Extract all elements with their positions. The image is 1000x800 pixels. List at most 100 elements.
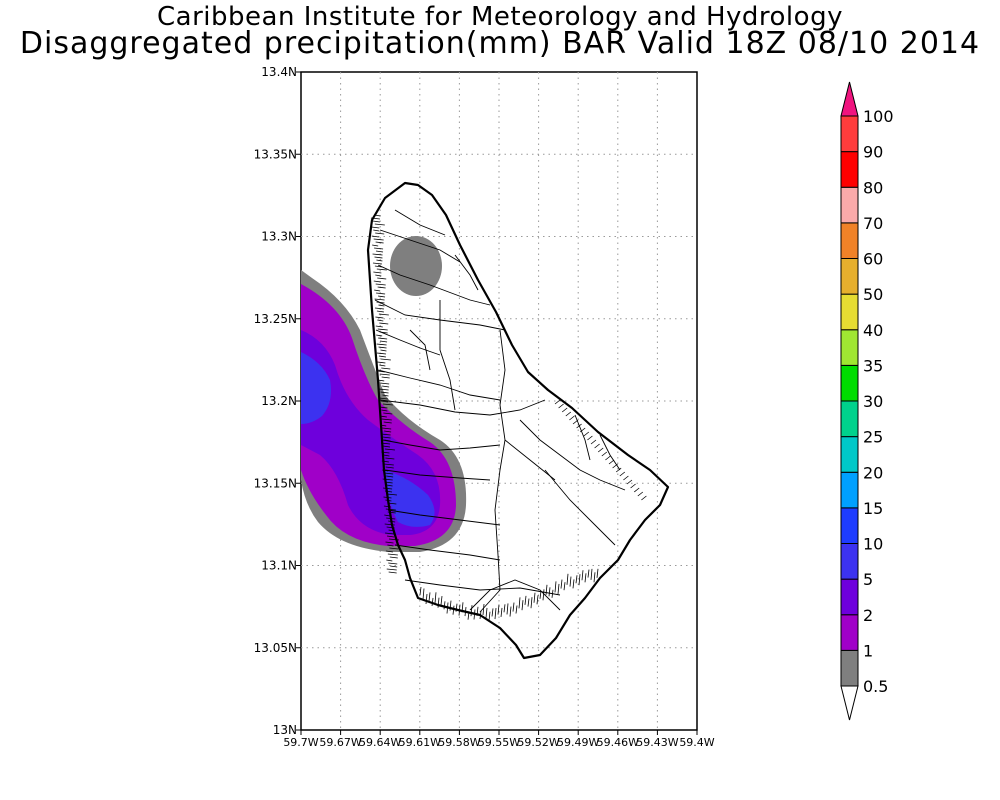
coast-hatch [382,469,389,472]
coast-hatch [373,229,380,232]
coast-hatch [375,316,384,319]
coast-hatch [375,250,384,253]
colorbar-label: 0.5 [863,677,888,696]
coast-hatch [375,325,383,328]
coast-hatch [375,283,386,286]
colorbar-label: 15 [863,499,883,518]
coast-hatch [379,373,390,376]
coast-hatch [381,367,391,370]
x-tick-label: 59.55W [478,736,520,749]
coast-hatch [521,600,524,611]
coast-hatch [597,447,604,453]
coast-hatch [455,603,458,612]
colorbar-label: 1 [863,641,873,660]
coast-hatch [377,328,388,331]
coast-hatch [569,576,572,587]
coast-hatch [437,597,440,608]
coast-hatch [380,433,391,436]
coast-hatch [379,415,387,418]
colorbar-swatch [840,400,859,438]
coast-hatch [384,490,393,493]
coast-hatch [376,268,387,271]
coast-hatch [497,604,500,615]
coast-hatch [381,376,390,379]
parish-boundaries-and-streams [374,209,626,613]
colorbar-swatch [840,471,859,509]
coast-hatch [384,481,393,484]
coast-hatch [381,460,389,463]
coast-hatch [382,427,392,430]
y-tick-label: 13.25N [254,312,297,326]
coast-hatch [373,280,381,283]
coast-hatch [384,430,392,433]
coast-hatch [566,573,569,585]
coast-hatch [378,304,385,307]
coast-hatch [385,466,394,469]
colorbar-swatch [840,293,859,331]
coast-hatch [388,538,400,541]
coast-hatch [385,499,392,502]
y-tick-label: 13.05N [254,641,297,655]
colorbar-top-arrow [840,81,859,117]
coast-hatch [491,608,494,617]
coast-hatch [379,364,386,367]
coast-hatch [375,232,385,235]
coast-hatch [379,406,388,409]
coast-hatch [578,574,581,586]
coast-hatch [388,562,398,565]
colorbar-swatch [840,258,859,295]
colorbar-swatch [840,649,859,687]
coast-hatch [374,265,382,268]
y-tick-label: 13.35N [254,147,297,161]
coast-hatch [503,604,506,613]
coast-hatch [563,582,566,591]
coast-hatch [379,331,388,334]
coast-hatch [443,601,446,610]
coast-hatch [533,592,536,603]
coast-hatch [449,600,452,611]
colorbar-label: 10 [863,535,883,554]
coast-hatch [587,569,590,578]
colorbar-label: 100 [863,107,894,126]
coast-hatch [593,572,596,583]
colorbar-label: 70 [863,214,883,233]
coast-hatch [371,235,379,238]
coast-hatch [374,298,385,301]
y-tick-label: 13.4N [261,65,297,79]
coast-hatch [377,277,387,280]
chart-title: Disaggregated precipitation(mm) BAR Vali… [19,26,981,61]
coast-hatch [530,597,533,609]
coast-hatch [428,592,431,602]
coast-hatch [376,334,383,337]
coast-hatch [378,346,387,349]
coast-hatch [386,484,393,487]
coast-hatch [440,595,443,606]
x-tick-label: 59.58W [438,736,480,749]
coast-hatch [464,607,467,617]
coast-hatch [380,340,388,343]
coast-hatch [377,286,386,289]
y-tick-label: 13.15N [254,476,297,490]
coast-hatch [375,274,382,277]
coast-hatch [479,610,482,619]
coast-hatch [561,407,568,413]
coast-hatch [619,471,626,477]
coast-hatch [584,573,587,583]
coast-hatch [377,370,385,373]
precip-area-north [390,236,442,296]
coast-hatch [374,289,381,292]
coast-hatch [572,419,579,425]
coast-hatch [374,214,381,217]
coast-hatch [374,256,383,259]
coast-hatch [637,491,644,497]
coast-hatch [512,602,515,612]
coast-hatch [542,589,545,601]
coast-hatch [384,514,391,517]
coast-hatch [372,220,380,223]
coast-hatch [384,439,391,442]
coast-hatch [458,604,461,616]
coast-hatch [633,487,640,493]
coast-hatch [388,571,397,574]
